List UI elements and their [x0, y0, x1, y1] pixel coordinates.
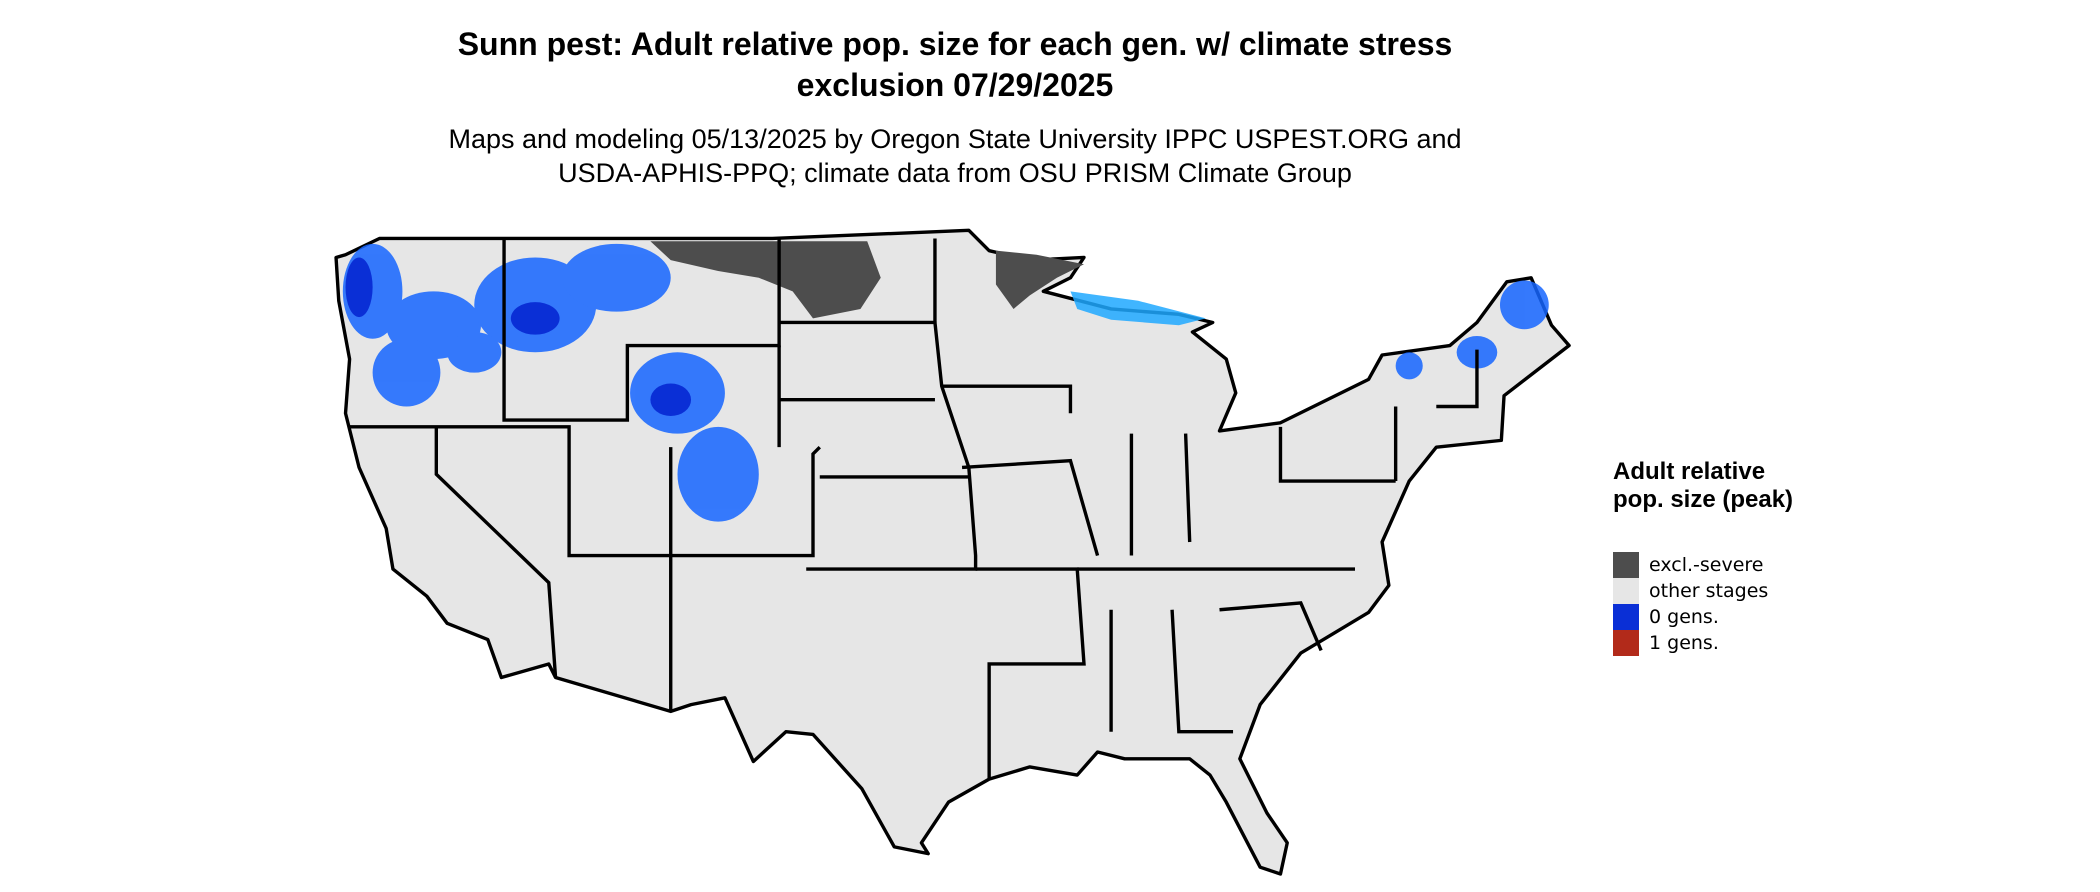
- legend-label: excl.-severe: [1649, 554, 1764, 576]
- legend-item: 0 gens.: [1613, 604, 1719, 630]
- legend-label: 1 gens.: [1649, 632, 1719, 654]
- excl-severe-area: [650, 241, 1084, 319]
- legend-label: other stages: [1649, 580, 1769, 602]
- title: Sunn pest: Adult relative pop. size for …: [457, 26, 1453, 103]
- subtitle: Maps and modeling 05/13/2025 by Oregon S…: [448, 124, 1462, 188]
- legend-swatch: [1613, 604, 1639, 630]
- dark-blue-area: [345, 257, 692, 416]
- legend-swatch: [1613, 578, 1639, 604]
- legend-item: other stages: [1613, 578, 1768, 604]
- legend-swatch: [1613, 552, 1639, 578]
- state-borders: [349, 238, 1479, 780]
- legend-title: Adult relative pop. size (peak): [1613, 458, 1794, 513]
- legend-item: excl.-severe: [1613, 552, 1764, 578]
- legend-swatch: [1613, 630, 1639, 656]
- us-map: [334, 228, 1571, 876]
- legend-item: 1 gens.: [1613, 630, 1719, 656]
- legend-label: 0 gens.: [1649, 606, 1719, 628]
